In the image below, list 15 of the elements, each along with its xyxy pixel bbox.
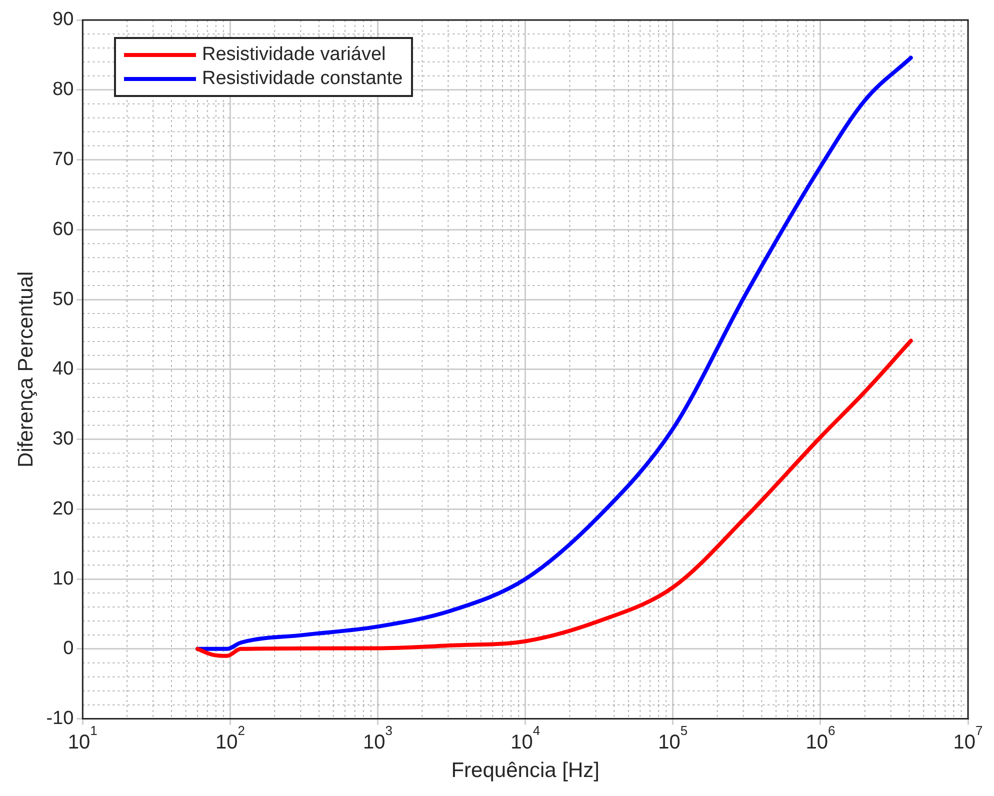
y-tick-label: 90 — [52, 9, 74, 30]
y-tick-label: 50 — [52, 288, 74, 310]
y-tick-label: -10 — [46, 708, 74, 730]
x-axis-title: Frequência [Hz] — [451, 759, 600, 782]
y-tick-label: 0 — [63, 638, 74, 660]
y-tick-label: 40 — [52, 358, 74, 380]
y-tick-label: 30 — [52, 428, 74, 450]
y-tick-label: 80 — [52, 79, 74, 100]
y-axis-title: Diferença Percentual — [14, 271, 38, 468]
legend-label: Resistividade constante — [202, 68, 403, 90]
y-tick-label: 10 — [52, 568, 74, 590]
y-tick-label: 60 — [52, 218, 74, 240]
legend-label: Resistividade variável — [202, 44, 386, 66]
y-tick-label: 20 — [52, 498, 74, 520]
y-tick-label: 70 — [52, 148, 74, 170]
